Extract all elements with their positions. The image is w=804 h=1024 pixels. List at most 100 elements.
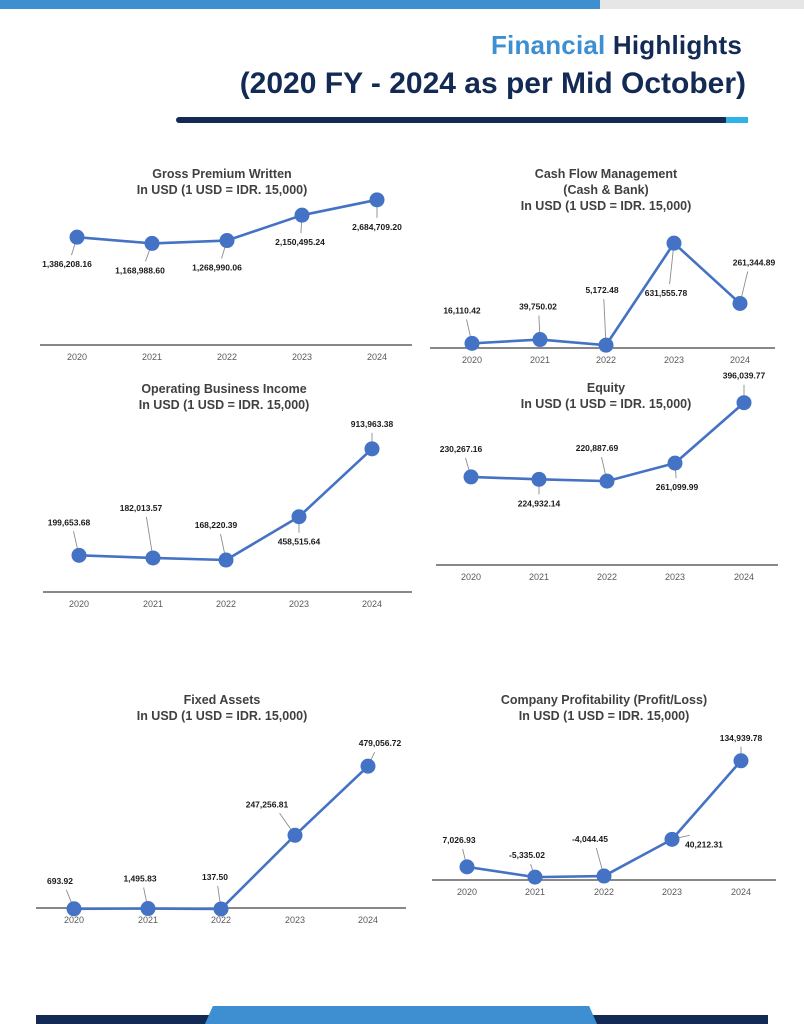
chart-4-data-label: 224,932.14 [518, 498, 561, 508]
chart-3-data-label: 168,220.39 [195, 520, 238, 530]
chart-6-tick-label: 2024 [731, 887, 751, 897]
chart-6-title-line-1: Company Profitability (Profit/Loss) [501, 693, 707, 707]
chart-6-tick-label: 2020 [457, 887, 477, 897]
page-title-main: Highlights [612, 30, 742, 60]
chart-1-data-label: 2,684,709.20 [352, 222, 402, 232]
chart-1-tick-label: 2023 [292, 352, 312, 362]
chart-3-data-label: 199,653.68 [48, 517, 91, 527]
chart-3-data-point [291, 509, 307, 525]
chart-1-data-point [369, 192, 385, 208]
chart-1-data-point [69, 229, 85, 245]
chart-3-data-point [145, 550, 161, 566]
chart-4-data-label: 220,887.69 [576, 443, 619, 453]
chart-5-data-label: 693.92 [47, 876, 73, 886]
chart-2-title-line-3: In USD (1 USD = IDR. 15,000) [521, 199, 692, 213]
chart-2-tick-label: 2022 [596, 355, 616, 365]
chart-3-data-label: 913,963.38 [351, 419, 394, 429]
chart-1-data-point [219, 233, 235, 249]
chart-2-data-point [666, 235, 682, 251]
chart-4-tick-label: 2021 [529, 572, 549, 582]
chart-2-tick-label: 2021 [530, 355, 550, 365]
top-gray-bar [600, 0, 804, 9]
chart-6-data-label: -5,335.02 [509, 850, 545, 860]
chart-6-data-label: 40,212.31 [685, 839, 723, 849]
chart-1-data-point [294, 207, 310, 223]
chart-6-data-label: 134,939.78 [720, 733, 763, 743]
chart-3-tick-label: 2024 [362, 599, 382, 609]
chart-5-data-label: 247,256.81 [246, 799, 289, 809]
chart-5-tick-label: 2021 [138, 915, 158, 925]
page-title-accent: Financial [490, 30, 606, 60]
chart-2-title-line-1: Cash Flow Management [535, 167, 678, 181]
chart-6-tick-label: 2021 [525, 887, 545, 897]
chart-2-data-point [532, 332, 548, 348]
chart-5-title-line-2: In USD (1 USD = IDR. 15,000) [137, 709, 308, 723]
chart-2-tick-label: 2020 [462, 355, 482, 365]
chart-2-data-label: 261,344.89 [733, 257, 776, 267]
chart-4-tick-label: 2022 [597, 572, 617, 582]
title-underline-accent [726, 117, 748, 123]
chart-4-tick-label: 2024 [734, 572, 754, 582]
chart-1-data-label: 1,268,990.06 [192, 263, 242, 273]
chart-6-data-label: -4,044.45 [572, 834, 608, 844]
chart-4-data-point [463, 469, 479, 485]
chart-5-data-point [140, 901, 156, 917]
chart-4-data-point [531, 471, 547, 487]
chart-3-tick-label: 2022 [216, 599, 236, 609]
chart-1-tick-label: 2021 [142, 352, 162, 362]
chart-4-data-label: 261,099.99 [656, 482, 699, 492]
chart-2-data-point [464, 335, 480, 351]
chart-5-title-line-1: Fixed Assets [184, 693, 261, 707]
chart-1-tick-label: 2024 [367, 352, 387, 362]
chart-5-data-point [66, 901, 82, 917]
chart-5-data-label: 1,495.83 [123, 874, 156, 884]
chart-2-leader-line [603, 299, 607, 346]
chart-4-data-point [599, 473, 615, 489]
chart-4-data-label: 230,267.16 [440, 444, 483, 454]
chart-5-tick-label: 2022 [211, 915, 231, 925]
chart-6-data-point [664, 831, 680, 847]
chart-1-tick-label: 2020 [67, 352, 87, 362]
chart-3-title-line-2: In USD (1 USD = IDR. 15,000) [139, 398, 310, 412]
chart-5-series-line [73, 765, 369, 911]
chart-6-data-label: 7,026.93 [442, 835, 475, 845]
chart-5-tick-label: 2024 [358, 915, 378, 925]
chart-6-tick-label: 2022 [594, 887, 614, 897]
chart-4-tick-label: 2023 [665, 572, 685, 582]
chart-4-title-line-2: In USD (1 USD = IDR. 15,000) [521, 397, 692, 411]
chart-3-title-line-1: Operating Business Income [141, 382, 306, 396]
chart-6-data-point [596, 868, 612, 884]
chart-5-tick-label: 2020 [64, 915, 84, 925]
chart-2-data-label: 5,172.48 [585, 285, 618, 295]
chart-1-data-label: 1,386,208.16 [42, 259, 92, 269]
page-subtitle: (2020 FY - 2024 as per Mid October) [239, 67, 746, 100]
chart-1-title-line-1: Gross Premium Written [152, 167, 291, 181]
chart-2-data-point [732, 295, 748, 311]
chart-3-data-label: 458,515.64 [278, 537, 321, 547]
top-accent-bar [0, 0, 618, 9]
chart-6-data-point [733, 753, 749, 769]
chart-1-title-line-2: In USD (1 USD = IDR. 15,000) [137, 183, 308, 197]
chart-3-data-point [71, 547, 87, 563]
chart-6-data-point [527, 869, 543, 885]
chart-4-data-point [667, 455, 683, 471]
page-title: Financial Highlights [491, 30, 742, 61]
chart-5-tick-label: 2023 [285, 915, 305, 925]
chart-2-data-point [598, 337, 614, 353]
chart-5-data-point [360, 758, 376, 774]
chart-3-data-point [218, 552, 234, 568]
chart-4-tick-label: 2020 [461, 572, 481, 582]
chart-4-data-label: 396,039.77 [723, 371, 766, 381]
footer-accent-bar [205, 1006, 597, 1024]
chart-1-tick-label: 2022 [217, 352, 237, 362]
chart-2-data-label: 631,555.78 [645, 288, 688, 298]
chart-5-data-label: 137.50 [202, 872, 228, 882]
chart-6-tick-label: 2023 [662, 887, 682, 897]
chart-5-data-point [287, 827, 303, 843]
chart-4-series-line [470, 401, 745, 483]
title-underline [176, 117, 728, 123]
chart-1-data-label: 1,168,988.60 [115, 265, 165, 275]
chart-4-data-point [736, 395, 752, 411]
chart-1-data-label: 2,150,495.24 [275, 237, 325, 247]
